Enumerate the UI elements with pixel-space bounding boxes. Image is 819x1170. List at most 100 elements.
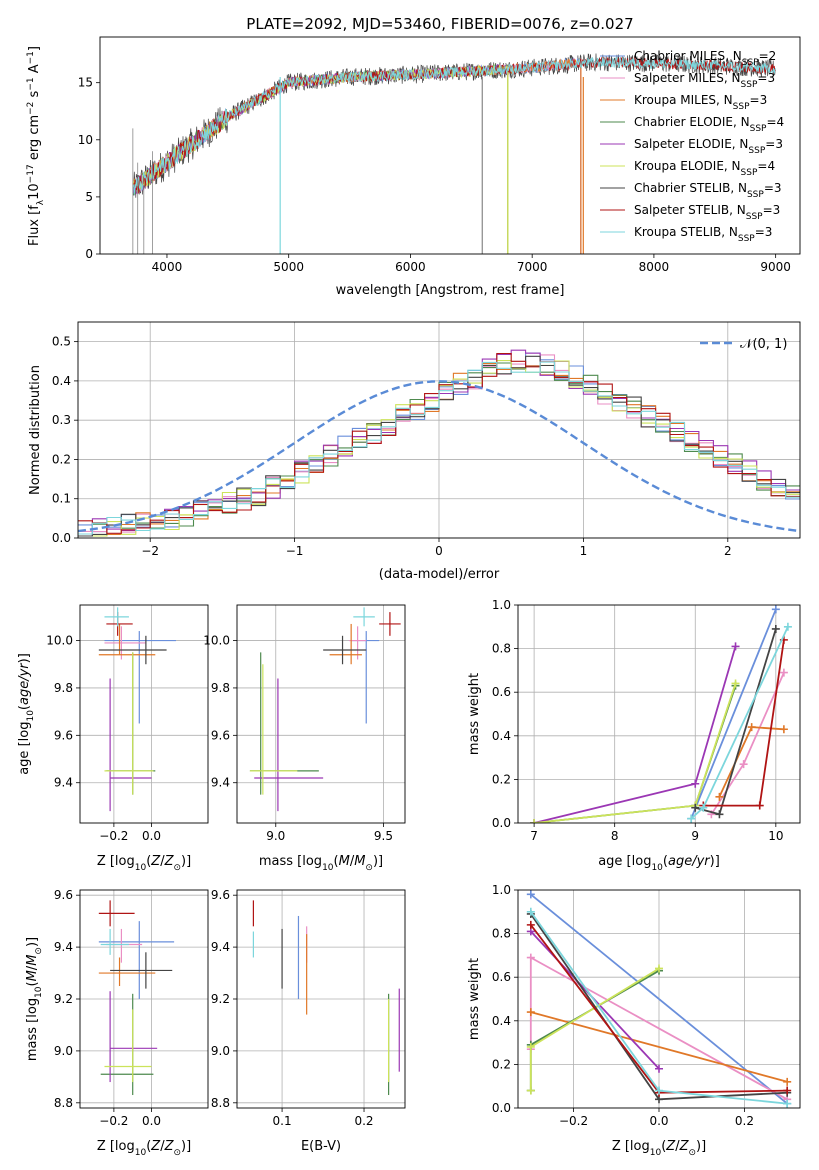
x-tick-label: 2 (724, 544, 732, 558)
y-tick-label: 9.0 (211, 1044, 230, 1058)
weight-marker (783, 622, 792, 631)
y-tick-label: 0.2 (52, 452, 71, 466)
x-tick-label: 8 (611, 829, 619, 843)
axes-panel-5: 7 8 9 10 0.0 0.2 0.4 0.6 0.8 1.0 age [log10(age/yr… (467, 598, 801, 873)
plot-area (237, 890, 405, 1108)
y-tick-label: 1.0 (492, 883, 511, 897)
y-tick-label: 9.0 (54, 1044, 73, 1058)
y-tick-label: 1.0 (492, 598, 511, 612)
weight-marker (779, 668, 788, 677)
weight-marker (783, 1086, 792, 1095)
legend-entry: Salpeter ELODIE, NSSP=3 (634, 137, 783, 156)
weight-marker (655, 1086, 663, 1095)
axes-panel-3: −0.2 0.0 9.4 9.6 9.8 10.0 Z [log10(Z/Z⊙)] age [… (17, 604, 209, 873)
weight-marker (755, 801, 764, 810)
x-tick-label: 1 (580, 544, 588, 558)
y-tick-label: 0.4 (52, 374, 71, 388)
weight-marker (655, 964, 663, 973)
x-tick-label: 9.5 (374, 829, 393, 843)
x-axis-label: Z [log10(Z/Z⊙)] (97, 1139, 191, 1158)
weight-marker (739, 760, 748, 769)
weight-line (690, 609, 777, 819)
y-tick-label: 10.0 (46, 634, 73, 648)
weight-marker (526, 1042, 535, 1051)
y-tick-label: 0.8 (492, 927, 511, 941)
axes-frame (517, 604, 801, 824)
x-tick-label: −0.2 (559, 1114, 588, 1128)
y-tick-label: 9.6 (211, 728, 230, 742)
weight-marker (655, 1064, 663, 1073)
weight-marker (731, 679, 740, 688)
weight-marker (783, 1077, 792, 1086)
legend-entry: 𝒩(0, 1) (740, 337, 787, 352)
y-tick-label: 0.2 (492, 1057, 511, 1071)
y-tick-label: 0.5 (52, 335, 71, 349)
y-axis-label: mass weight (467, 673, 482, 755)
x-tick-label: 10 (768, 829, 783, 843)
axes-frame (99, 36, 801, 255)
x-tick-label: 9.0 (266, 829, 285, 843)
legend-entry: Kroupa STELIB, NSSP=3 (634, 225, 772, 244)
x-tick-label: 6000 (395, 260, 426, 274)
axes-panel-4: 9.0 9.5 9.4 9.6 9.8 10.0 mass [log10(M/M⊙)] (203, 604, 406, 873)
weight-marker (526, 1008, 535, 1017)
y-tick-label: 9.2 (211, 992, 230, 1006)
x-tick-label: 0.0 (142, 1114, 161, 1128)
histogram-step (78, 361, 800, 535)
y-tick-label: 0.1 (52, 492, 71, 506)
plot-area (80, 605, 208, 823)
x-tick-label: 0.2 (354, 1114, 373, 1128)
weight-marker (530, 819, 539, 823)
figure-title: PLATE=2092, MJD=53460, FIBERID=0076, z=0… (246, 15, 633, 33)
legend-entry: Chabrier STELIB, NSSP=3 (634, 181, 782, 200)
y-tick-label: 0.6 (492, 970, 511, 984)
x-tick-label: 7000 (517, 260, 548, 274)
x-axis-label: mass [log10(M/M⊙)] (259, 854, 383, 873)
x-tick-label: 0.1 (273, 1114, 292, 1128)
weight-marker (687, 814, 696, 823)
y-tick-label: 10.0 (203, 634, 230, 648)
x-tick-label: −2 (141, 544, 159, 558)
weight-marker (783, 1099, 792, 1108)
y-tick-label: 9.6 (54, 888, 73, 902)
weight-marker (699, 803, 708, 812)
y-axis-label: Normed distribution (28, 365, 43, 495)
x-tick-label: 9000 (760, 260, 791, 274)
y-axis-label: mass weight (467, 958, 482, 1040)
weight-line (695, 628, 777, 816)
plot-area (78, 322, 800, 538)
x-tick-label: 0 (435, 544, 443, 558)
weight-marker (526, 953, 535, 962)
weight-line (690, 626, 789, 820)
x-tick-label: −1 (286, 544, 304, 558)
axes-frame (79, 889, 209, 1109)
y-tick-label: 0.4 (492, 1014, 511, 1028)
y-tick-label: 10 (78, 133, 93, 147)
plot-area (237, 605, 405, 823)
y-axis-label: Flux [fλ10−17 erg cm−2 s−1 A−1] (26, 46, 46, 246)
weight-marker (771, 624, 780, 633)
y-tick-label: 0.4 (492, 729, 511, 743)
plot-area (518, 890, 800, 1108)
weight-marker (747, 723, 756, 732)
axes-panel-8: −0.2 0.0 0.2 0.0 0.2 0.4 0.6 0.8 1.0 Z [log10(Z/Z… (467, 883, 801, 1158)
y-tick-label: 0.6 (492, 685, 511, 699)
spectrum-line (132, 56, 777, 195)
weight-marker (526, 907, 535, 916)
x-axis-label: age [log10(age/yr)] (598, 854, 720, 873)
axes-panel-6: −0.2 0.0 8.8 9.0 9.2 9.4 9.6 Z [log10(Z/Z⊙)] mas… (25, 888, 209, 1158)
x-axis-label: Z [log10(Z/Z⊙)] (97, 854, 191, 873)
legend-entry: Chabrier ELODIE, NSSP=4 (634, 115, 784, 134)
weight-marker (779, 725, 788, 734)
legend-entry: Kroupa MILES, NSSP=3 (634, 93, 767, 112)
plot-area (132, 53, 777, 254)
legend-entry: Salpeter STELIB, NSSP=3 (634, 203, 780, 222)
legend-entry: Chabrier MILES, NSSP=2 (634, 49, 776, 68)
x-tick-label: 0.0 (649, 1114, 668, 1128)
y-axis-label: mass [log10(M/M⊙)] (25, 937, 44, 1061)
y-tick-label: 8.8 (54, 1096, 73, 1110)
x-axis-label: E(B-V) (301, 1139, 341, 1154)
y-tick-label: 0.0 (492, 816, 511, 830)
axes-panel-2: −2 −1 0 1 2 0.0 0.1 0.2 0.3 0.4 0.5 (data-model)/er… (28, 321, 801, 582)
